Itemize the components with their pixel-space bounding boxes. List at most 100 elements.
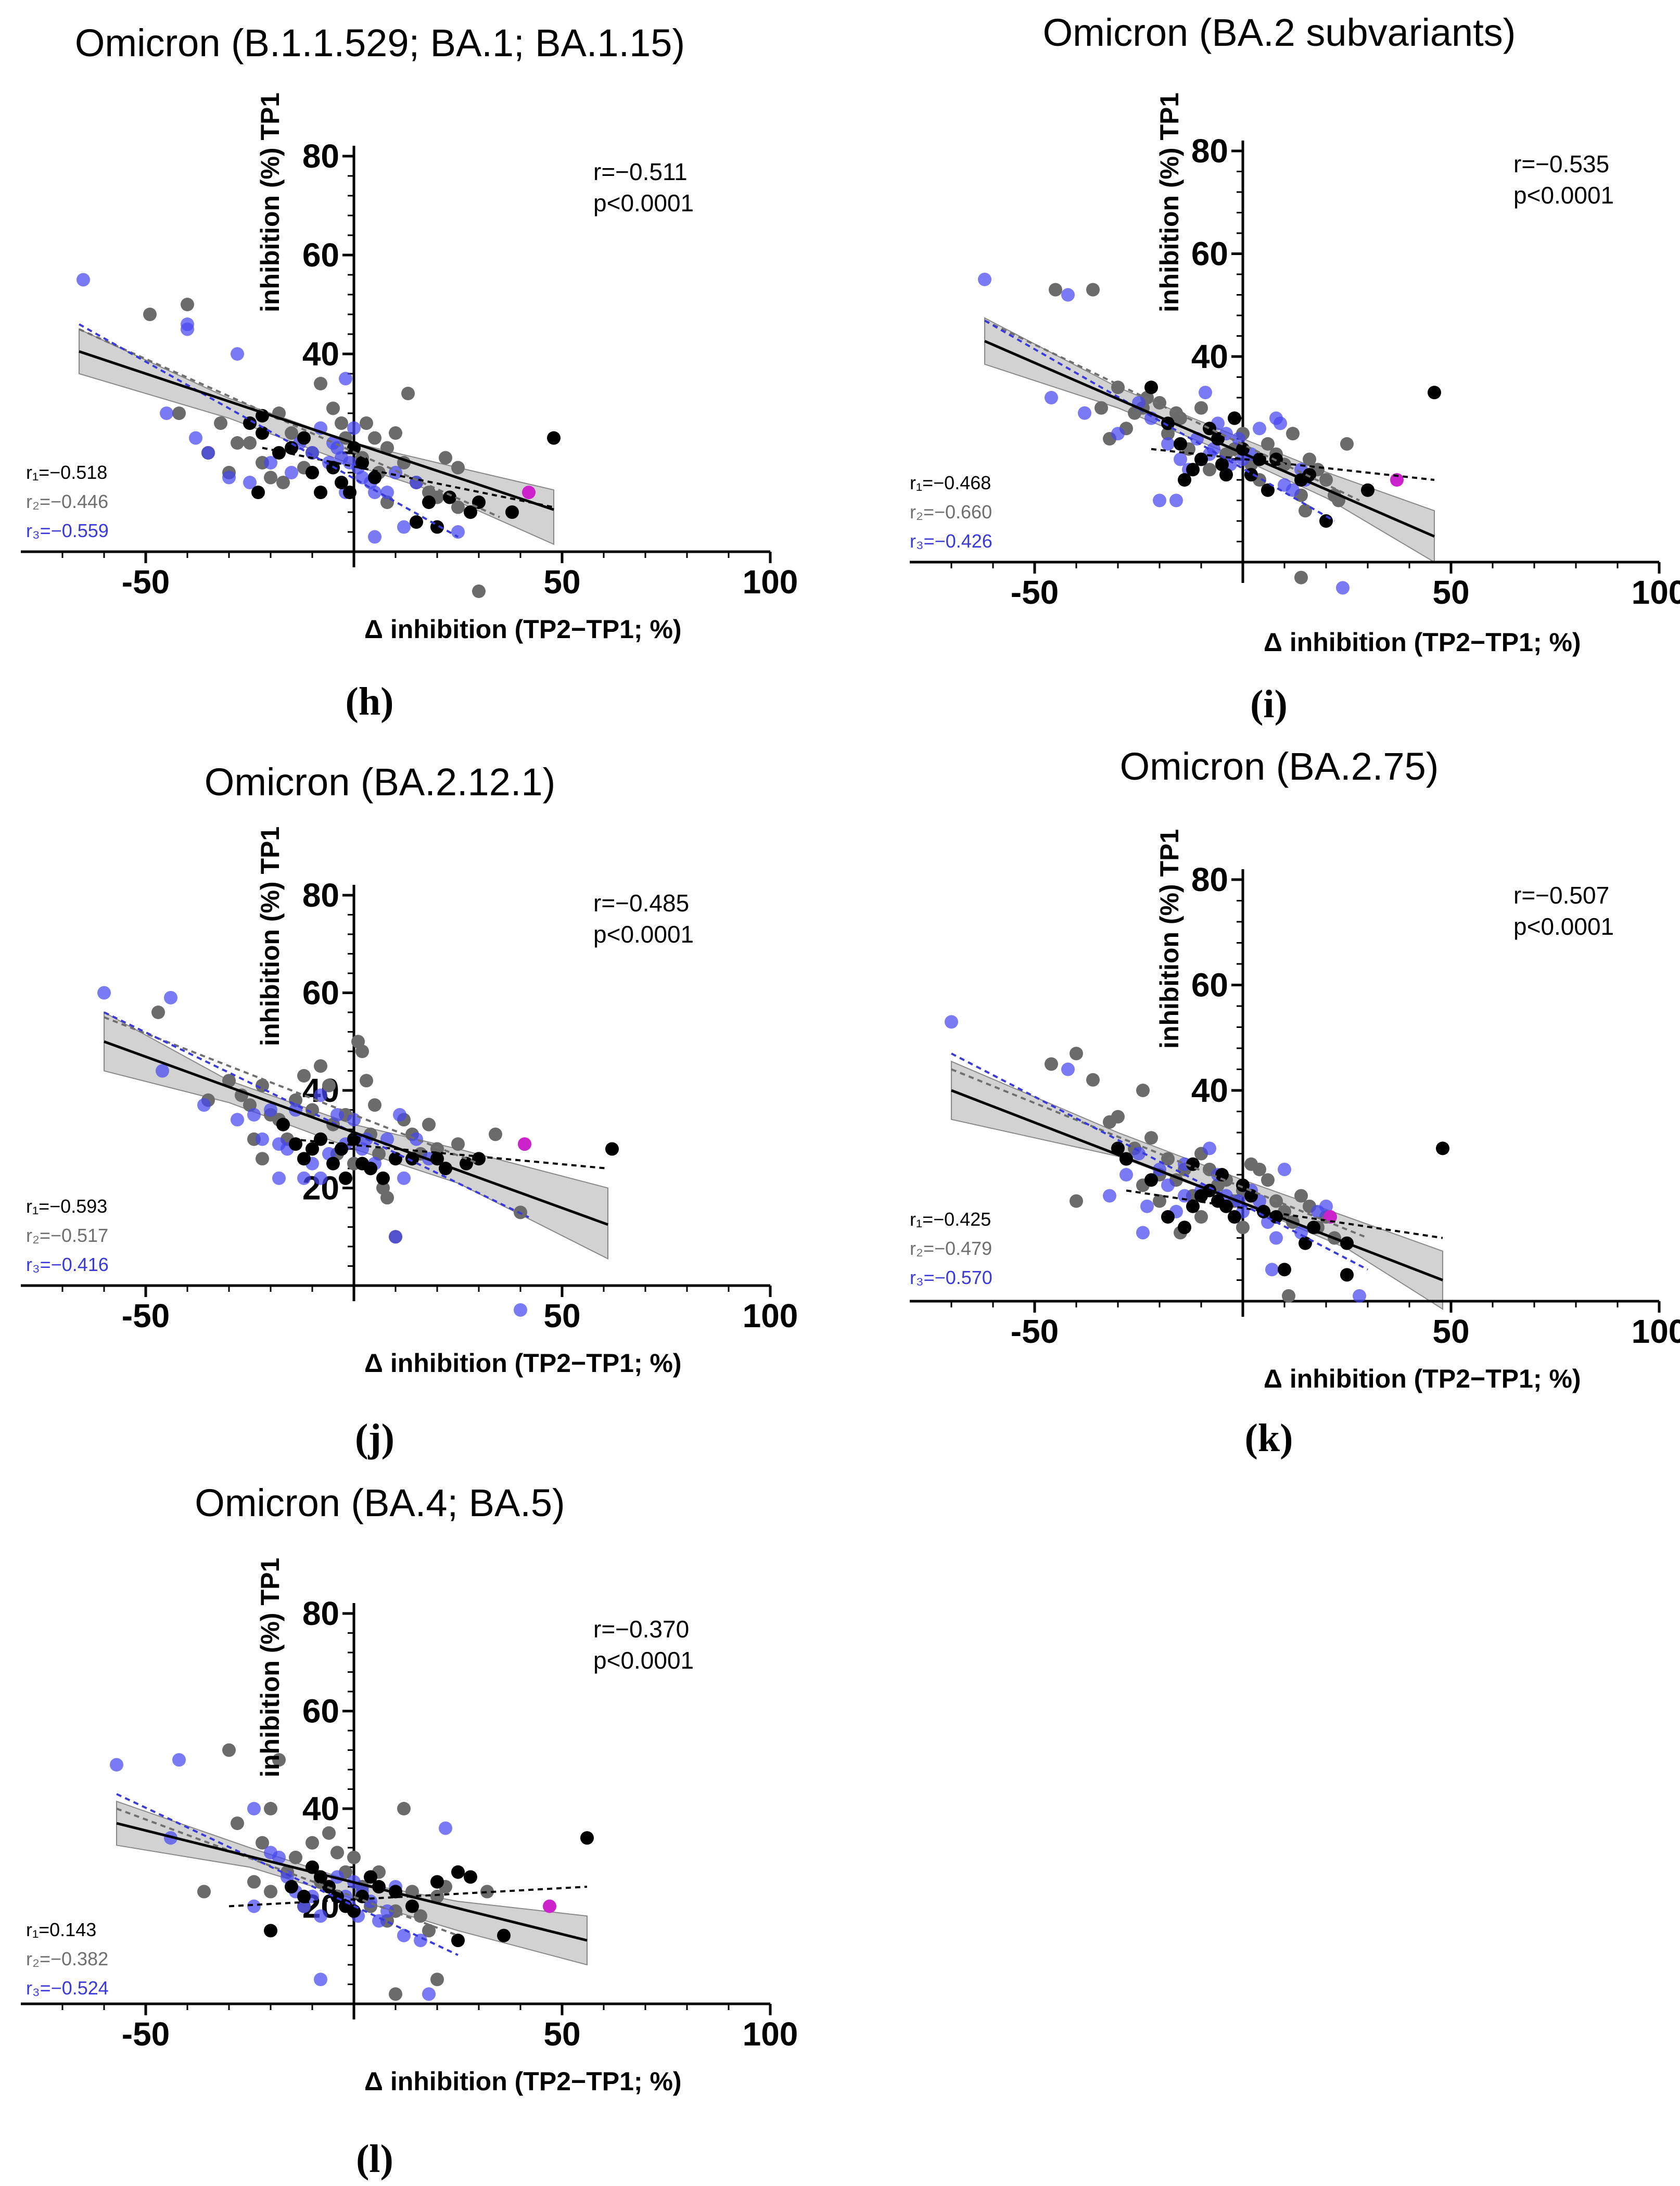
r1-value: r₁=−0.518 — [26, 462, 108, 483]
data-point-gray — [314, 1059, 327, 1073]
y-tick-label: 40 — [1191, 1072, 1228, 1109]
data-point-gray — [181, 298, 194, 311]
data-point-black — [497, 1928, 511, 1942]
data-point-gray — [451, 500, 465, 514]
data-point-black — [297, 431, 311, 445]
data-point-blue — [1111, 427, 1125, 441]
data-point-gray — [430, 1973, 444, 1987]
data-point-blue — [1103, 1189, 1116, 1203]
data-point-gray — [330, 1846, 344, 1860]
y-tick-label: 80 — [302, 137, 339, 175]
chart-title: Omicron (BA.2.75) — [1119, 745, 1439, 788]
data-point-blue — [1199, 386, 1212, 400]
data-point-blue — [172, 1753, 186, 1767]
data-point-black — [547, 431, 561, 445]
data-point-blue — [1140, 1199, 1154, 1213]
r1-value: r₁=0.143 — [26, 1919, 97, 1940]
data-point-blue — [393, 1108, 406, 1122]
data-point-gray — [489, 1127, 502, 1141]
data-point-gray — [1094, 401, 1108, 415]
data-point-gray — [1286, 427, 1300, 441]
data-point-gray — [289, 1850, 302, 1864]
data-point-black — [314, 486, 327, 499]
y-tick-label: 40 — [302, 335, 339, 373]
data-point-black — [443, 490, 456, 504]
data-point-blue — [439, 1821, 452, 1835]
data-point-gray — [1294, 570, 1308, 584]
data-point-blue — [181, 322, 194, 336]
data-point-blue — [347, 421, 361, 435]
r-value: r=−0.485 — [593, 889, 690, 917]
data-point-blue — [1274, 416, 1287, 430]
x-axis-label: Δ inhibition (TP2−TP1; %) — [364, 615, 682, 644]
x-tick-label: -50 — [1011, 574, 1059, 611]
data-point-black — [347, 1132, 361, 1146]
stats-block: r=−0.511 p<0.0001 — [593, 156, 694, 219]
data-point-gray — [389, 426, 402, 440]
data-point-blue — [110, 1758, 123, 1772]
data-point-black — [1278, 1263, 1291, 1277]
overall-fit-line — [116, 1822, 588, 1942]
data-point-blue — [272, 1171, 286, 1185]
panel-letter: (j) — [355, 1416, 394, 1460]
data-point-black — [410, 515, 423, 529]
panel-letter: (h) — [345, 680, 394, 723]
data-point-black — [1215, 457, 1229, 472]
data-point-blue — [306, 446, 319, 460]
data-point-black — [580, 1831, 594, 1845]
data-point-blue — [97, 986, 111, 1000]
data-point-gray — [335, 416, 348, 430]
data-point-gray — [143, 308, 157, 321]
data-point-black — [1361, 483, 1374, 497]
data-point-black — [243, 416, 257, 430]
r3-value: r₃=−0.416 — [26, 1254, 109, 1275]
data-point-blue — [368, 530, 381, 544]
data-point-black — [1186, 1199, 1200, 1213]
data-point-blue — [397, 520, 411, 534]
p-value: p<0.0001 — [593, 1647, 694, 1674]
stats-block: r=−0.507 p<0.0001 — [1513, 880, 1614, 942]
data-point-black — [1261, 483, 1275, 497]
data-point-gray — [430, 1889, 444, 1903]
data-point-black — [1228, 1210, 1241, 1224]
y-tick-label: 40 — [1191, 338, 1228, 375]
data-point-blue — [1336, 581, 1350, 595]
data-point-gray — [451, 461, 465, 475]
data-point-black — [1178, 473, 1191, 487]
r-value: r=−0.370 — [593, 1616, 690, 1643]
data-point-gray — [256, 1836, 269, 1850]
y-tick-label: 80 — [302, 876, 339, 914]
data-point-black — [1219, 468, 1233, 482]
subgroup-r-values: r₁=−0.468 r₂=−0.660 r₃=−0.426 — [910, 468, 992, 556]
regression-line-r3 — [79, 323, 459, 538]
data-point-blue — [201, 446, 215, 460]
data-point-black — [472, 495, 486, 509]
data-point-blue — [77, 273, 90, 287]
data-point-black — [326, 1156, 340, 1171]
data-point-gray — [1086, 1073, 1100, 1087]
y-axis-label: inhibition (%) TP1 — [1155, 92, 1184, 312]
data-point-blue — [1061, 1062, 1075, 1076]
data-point-gray — [322, 1078, 336, 1092]
overall-fit-line — [984, 340, 1435, 538]
data-point-gray — [1111, 1110, 1125, 1124]
data-point-gray — [197, 1885, 211, 1899]
r3-value: r₃=−0.524 — [26, 1977, 109, 1999]
data-point-gray — [1236, 1221, 1250, 1235]
data-point-blue — [314, 1973, 327, 1987]
data-point-gray — [397, 1802, 411, 1815]
data-point-gray — [1161, 427, 1175, 441]
data-point-gray — [355, 1045, 369, 1058]
subgroup-r-values: r₁=0.143 r₂=−0.382 r₃=−0.524 — [26, 1915, 109, 2003]
data-point-gray — [368, 1098, 381, 1112]
data-point-gray — [1070, 1047, 1083, 1061]
data-point-blue — [231, 347, 244, 361]
r2-value: r₂=−0.479 — [910, 1238, 992, 1259]
x-tick-label: 50 — [543, 1297, 580, 1335]
data-point-blue — [1045, 391, 1058, 404]
data-point-blue — [389, 1230, 402, 1244]
data-point-black — [297, 1889, 311, 1903]
data-point-black — [1215, 1168, 1229, 1181]
data-point-blue — [1178, 1189, 1191, 1203]
